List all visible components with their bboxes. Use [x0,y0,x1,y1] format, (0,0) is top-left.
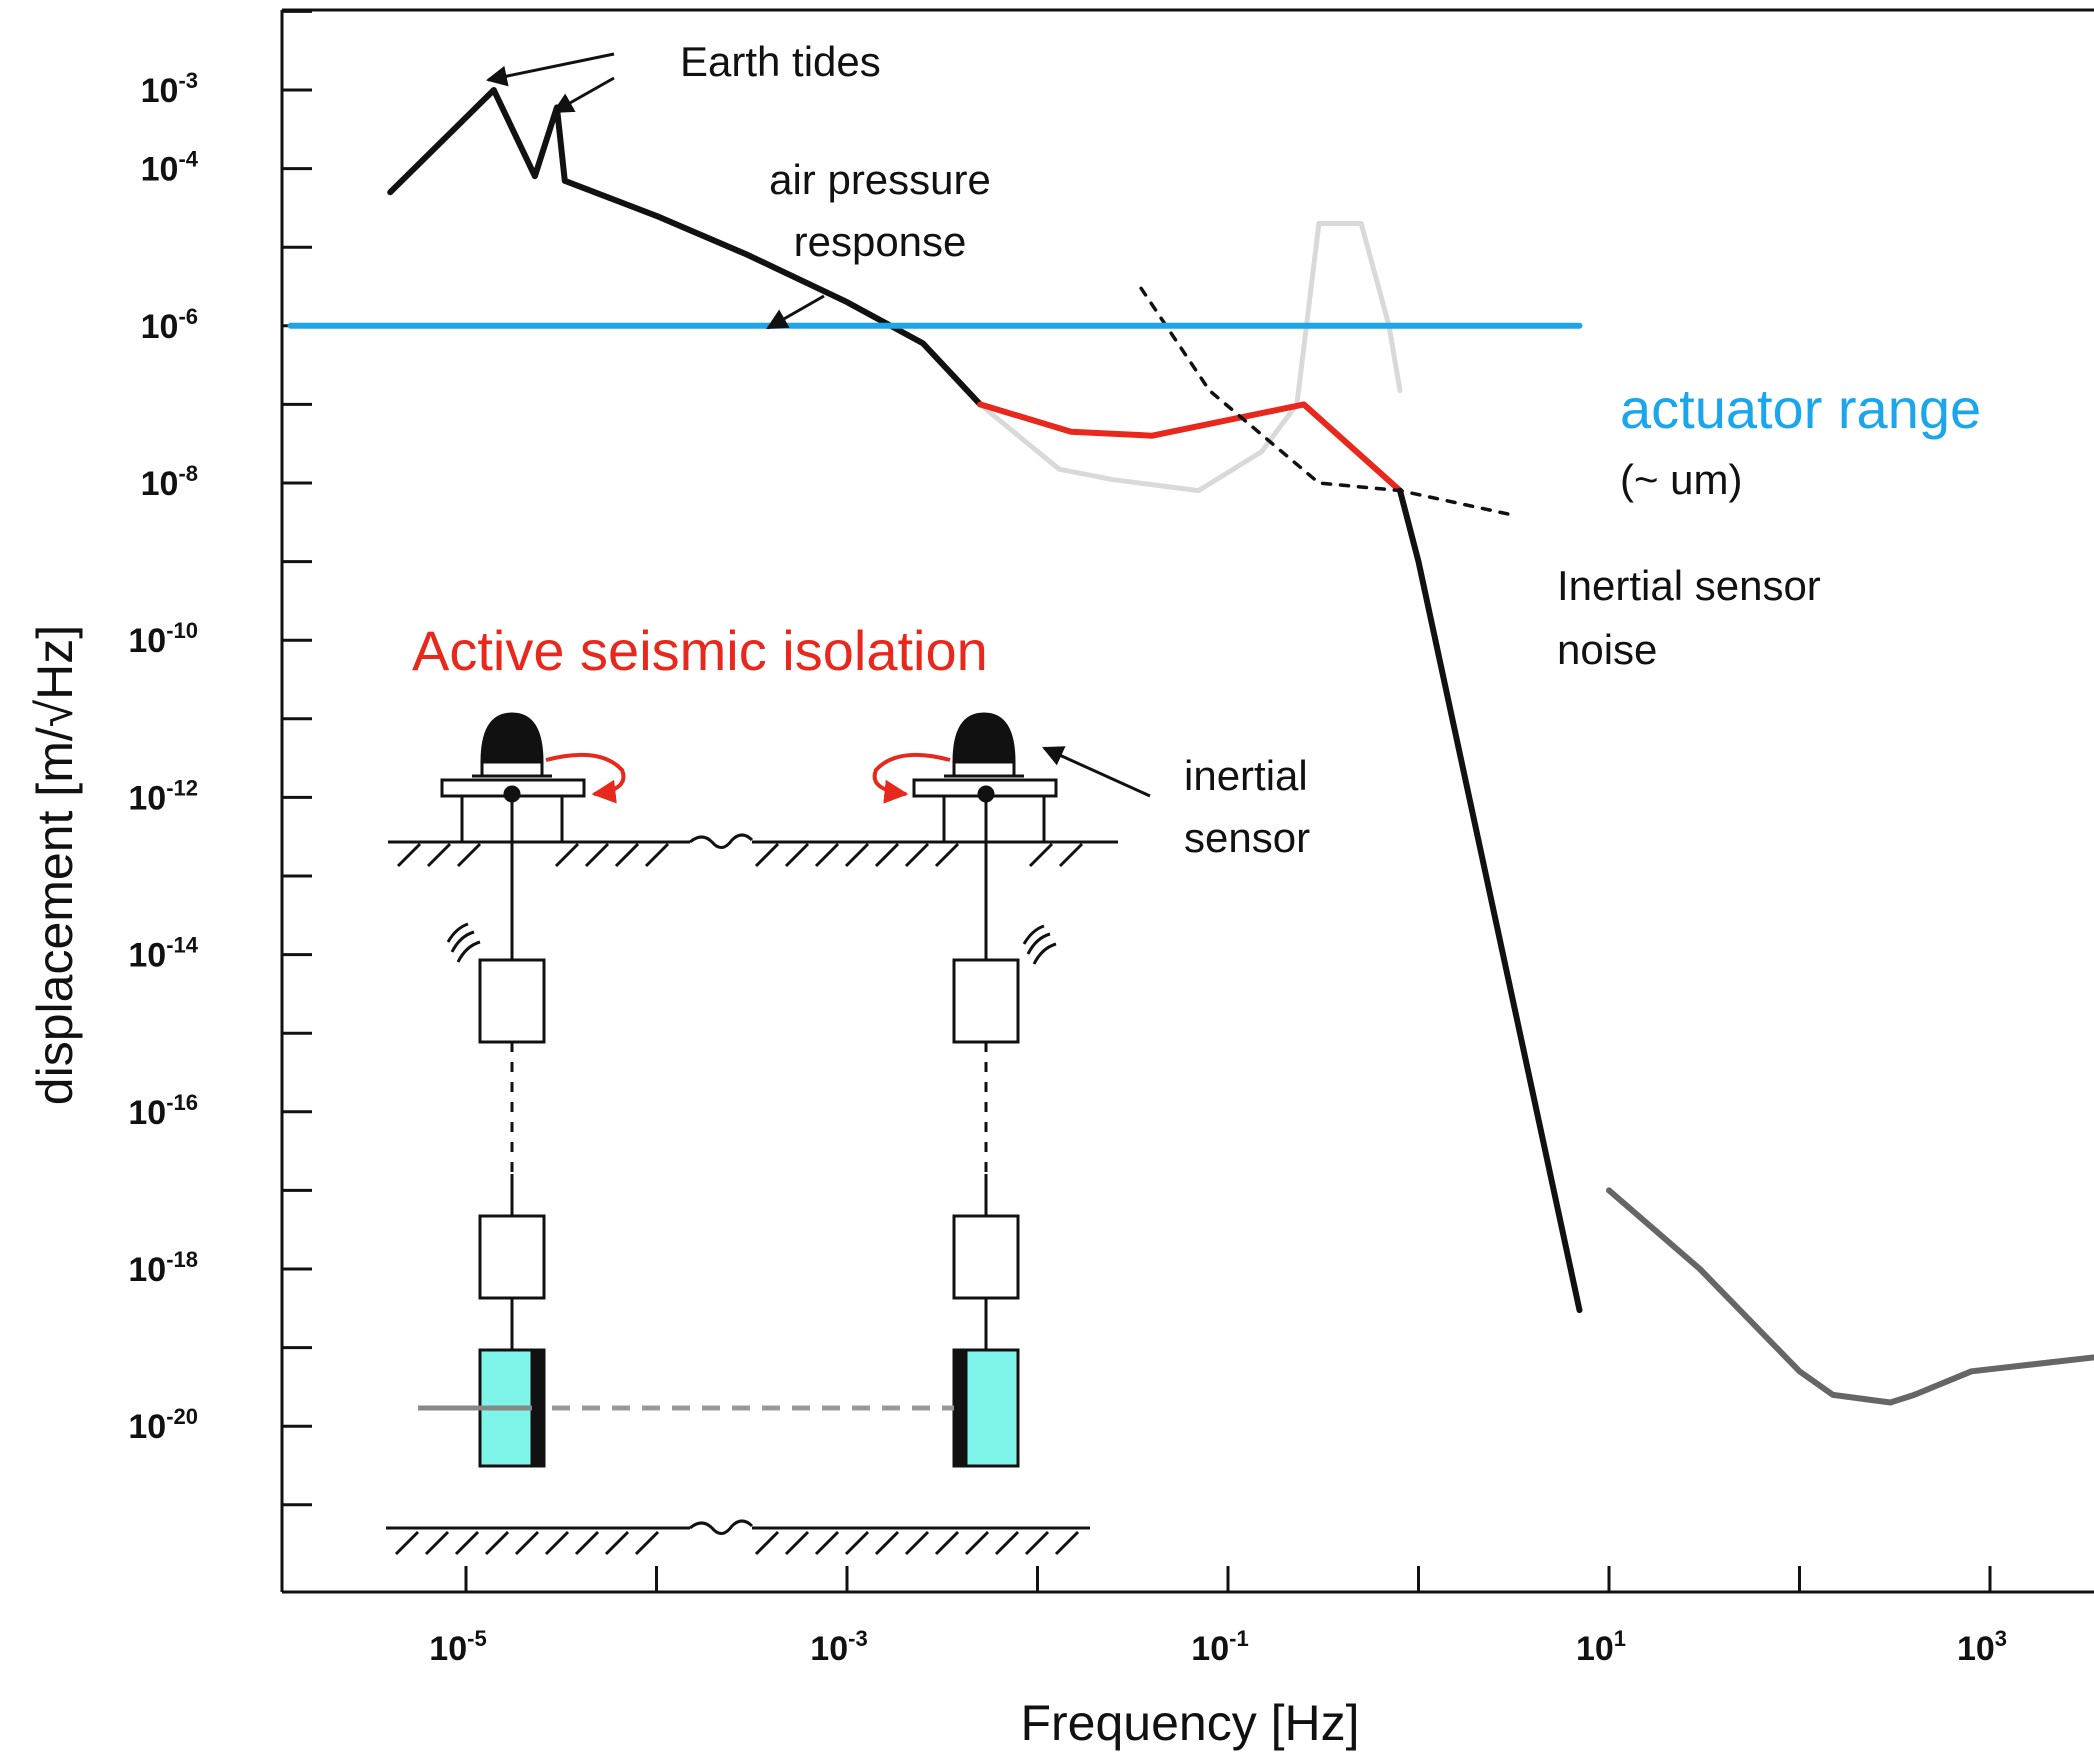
x-axis-title: Frequency [Hz] [1020,1695,1359,1751]
series-line-3 [1397,487,1583,1314]
right-mass-1 [952,958,1020,1044]
inertial-noise-label-2: noise [1557,626,1657,673]
ground-hatch-bottom [394,1530,1080,1556]
tick-labels: 10-3 10-4 10-6 10-8 10-10 10-12 10-14 10-16 10-1… [128,68,2007,1668]
series-line-2 [977,401,1403,494]
inertial-sensor-arrow [1042,746,1151,798]
series-line-1 [977,221,1403,494]
left-mass-2 [478,1214,546,1300]
ground-wiggle-top [689,833,754,849]
left-sensor-dome [480,712,544,764]
tick-marks [282,9,1992,1592]
y-tick-label: 10-3 [141,68,198,110]
left-feedback-arrow [545,752,626,804]
actuator-range-label: actuator range [1620,377,1981,440]
inertial-noise-label-1: Inertial sensor [1557,562,1821,609]
y-tick-label: 10-8 [141,461,198,503]
air-pressure-label-2: response [794,218,967,265]
y-tick-label: 10-18 [128,1247,198,1289]
left-mass-1 [478,958,546,1044]
air-pressure-label-1: air pressure [769,156,991,203]
x-tick-label: 10-5 [429,1626,486,1668]
inertial-sensor-label-1: inertial [1184,752,1308,799]
x-tick-label: 10-1 [1191,1626,1248,1668]
right-mass-2 [952,1214,1020,1300]
earth-tides-arrow-2 [552,76,615,114]
x-tick-label: 103 [1957,1626,2007,1668]
series-line-0 [387,87,984,408]
y-axis-title: displacement [m/√Hz] [27,625,83,1105]
isolation-schematic [386,712,1118,1556]
right-sensor-dome [952,712,1016,764]
y-tick-label: 10-16 [128,1090,198,1132]
axes-frame [280,8,2094,1594]
actuator-unit-label: (~ um) [1620,456,1743,503]
right-wave-icon [1022,924,1057,965]
right-feedback-arrow [872,752,951,804]
series-layer [287,87,2094,1406]
x-tick-label: 10-3 [810,1626,867,1668]
x-tick-label: 101 [1576,1626,1626,1668]
ground-hatch-top [396,842,1084,868]
y-tick-label: 10-20 [128,1404,198,1446]
air-pressure-arrow [766,294,825,330]
series-line-6 [1606,1187,2094,1406]
inertial-sensor-label-2: sensor [1184,814,1310,861]
earth-tides-arrow-1 [485,52,615,87]
left-wave-icon [446,922,481,963]
y-tick-label: 10-12 [128,775,198,817]
ground-wiggle-bottom [689,1519,754,1535]
y-tick-label: 10-4 [141,147,199,189]
series-line-4 [1139,286,1512,517]
y-tick-label: 10-6 [141,304,198,346]
y-tick-label: 10-14 [128,933,198,975]
earth-tides-label: Earth tides [680,38,881,85]
active-isolation-label: Active seismic isolation [412,619,988,682]
y-tick-label: 10-10 [128,618,198,660]
